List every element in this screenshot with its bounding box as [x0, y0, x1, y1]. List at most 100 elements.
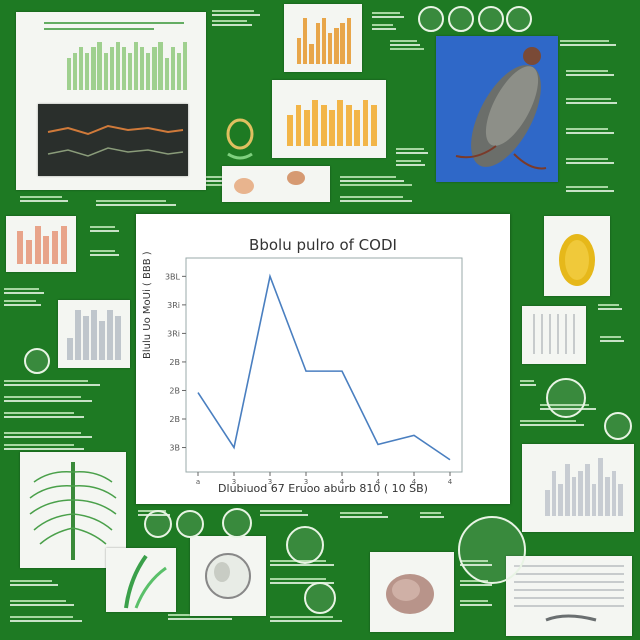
mini-bar	[67, 337, 73, 360]
circle-decoration	[176, 510, 204, 538]
text-line	[566, 162, 614, 164]
text-line	[4, 448, 84, 450]
mini-bar	[618, 483, 623, 516]
mini-bar	[66, 58, 72, 90]
mini-chart-top-center	[296, 18, 352, 64]
mini-bar	[578, 470, 583, 516]
circle-decoration	[506, 6, 532, 32]
text-line	[96, 204, 176, 206]
text-line	[566, 190, 614, 192]
text-line	[4, 416, 84, 418]
mini-bar	[303, 110, 310, 146]
mini-bar	[182, 42, 188, 90]
text-line	[372, 16, 404, 18]
mini-bar	[43, 235, 50, 264]
circle-decoration	[448, 6, 474, 32]
text-line	[4, 384, 100, 386]
mini-bar	[340, 23, 345, 64]
text-line	[340, 184, 412, 186]
y-tick-label: 3Ri	[167, 329, 180, 338]
main-chart-panel: Bbolu pulro of CODI Blulu Uo MoUi ( BBB …	[136, 214, 510, 504]
mini-bar	[121, 47, 127, 90]
text-line	[196, 176, 245, 178]
mini-bar	[103, 52, 108, 90]
mini-bar	[598, 458, 603, 516]
text-line	[212, 24, 252, 26]
mini-bar	[309, 43, 314, 64]
circle-decoration	[546, 378, 586, 418]
mini-bar	[158, 42, 163, 90]
text-line	[396, 160, 422, 162]
text-line	[598, 308, 622, 310]
mini-bar	[287, 115, 294, 146]
text-line	[560, 44, 616, 46]
y-tick-label: 2B	[169, 386, 180, 395]
mini-bar	[591, 483, 597, 516]
mini-bar	[545, 490, 550, 516]
text-line	[390, 44, 421, 46]
text-line	[460, 600, 488, 602]
text-line	[340, 512, 382, 514]
dark-chart	[38, 104, 188, 176]
mini-bar	[303, 18, 308, 64]
text-line	[372, 12, 400, 14]
mini-bar	[329, 110, 335, 146]
y-tick-label: 3Ri	[167, 301, 180, 310]
panel-right-gray	[522, 444, 634, 532]
mini-bar	[109, 47, 114, 90]
mini-bar	[362, 100, 369, 146]
text-line	[340, 176, 396, 178]
mini-bar	[312, 100, 319, 146]
panel-leaf-sketch	[20, 452, 126, 568]
text-line	[270, 582, 334, 584]
panel-brown-seed	[370, 552, 454, 632]
hatched-image	[514, 565, 624, 622]
text-line	[520, 380, 534, 382]
mini-chart-left-gray	[66, 310, 122, 360]
circle-decoration	[222, 508, 252, 538]
circle-decoration	[604, 412, 632, 440]
mini-bar	[605, 477, 610, 516]
mini-bar	[176, 52, 181, 90]
leaf-sketch-image	[29, 462, 117, 560]
mini-bar	[51, 230, 59, 264]
x-tick-label: 4	[448, 478, 453, 486]
circle-decoration	[478, 6, 504, 32]
mini-chart-center-orange	[286, 100, 378, 146]
mini-bar	[73, 52, 78, 90]
panel-corn	[544, 216, 610, 296]
mini-bar	[337, 100, 344, 146]
text-line	[10, 616, 73, 618]
text-line	[4, 436, 92, 438]
circle-decoration	[458, 516, 526, 584]
mini-bar	[551, 470, 557, 516]
mini-bar	[328, 33, 333, 64]
mini-bar	[296, 38, 302, 64]
mini-bar	[346, 18, 352, 64]
text-line	[390, 48, 425, 50]
panel-top-left	[16, 12, 206, 190]
text-line	[396, 152, 428, 154]
text-line	[460, 584, 492, 586]
text-line	[10, 604, 74, 606]
text-line	[4, 292, 44, 294]
text-line	[270, 564, 334, 566]
text-line	[566, 70, 608, 72]
text-line	[10, 580, 52, 582]
chart-xlabel: Dlubiuod 67 Eruoo aburb 810 ( 10 SB)	[218, 482, 428, 495]
text-line	[520, 424, 584, 426]
brown-seed-image	[386, 574, 434, 614]
mini-bar	[91, 310, 97, 360]
mini-bar	[334, 28, 339, 64]
text-line	[420, 512, 441, 514]
panel-top-center	[284, 4, 362, 72]
text-line	[4, 300, 37, 302]
circle-decoration	[24, 348, 50, 374]
circle-decoration	[286, 526, 324, 564]
mini-bar	[321, 18, 327, 64]
text-line	[600, 340, 624, 342]
text-line	[90, 254, 119, 256]
x-tick-label: 4	[376, 478, 381, 486]
panel-left-gray	[58, 300, 130, 368]
text-line	[340, 196, 403, 198]
